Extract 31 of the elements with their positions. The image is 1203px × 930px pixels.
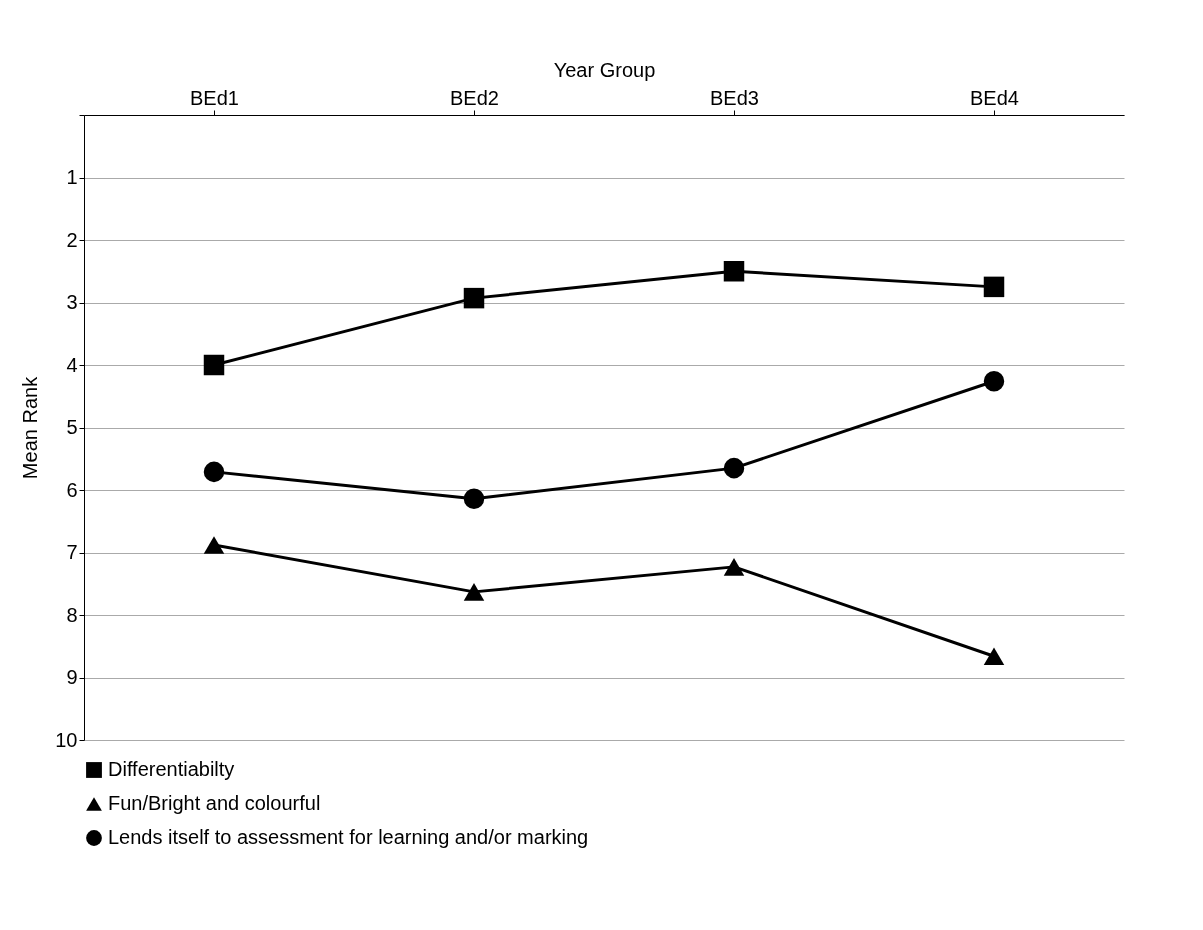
x-axis-title: Year Group	[553, 58, 656, 81]
point	[723, 457, 745, 479]
point	[983, 647, 1005, 666]
y-tick-label: 1	[66, 166, 78, 188]
x-tick-label: BEd3	[710, 86, 759, 109]
point	[723, 558, 745, 576]
point	[203, 536, 225, 554]
point	[983, 276, 1005, 298]
y-tick-label: 6	[66, 478, 78, 501]
legend-label: Differentiabilty	[108, 758, 235, 780]
y-tick-label: 5	[66, 416, 78, 438]
x-tick-label: BEd1	[190, 86, 239, 109]
point	[463, 488, 485, 509]
point	[203, 354, 225, 376]
legend-label: Lends itself to assessment for learning and/or marking	[108, 826, 589, 848]
y-tick-label: 9	[66, 666, 78, 688]
x-tick-label: BEd4	[970, 86, 1019, 109]
point	[203, 461, 225, 483]
point	[723, 261, 745, 282]
y-tick-label: 10	[55, 728, 78, 751]
y-tick-label: 8	[66, 603, 78, 626]
point	[463, 287, 485, 309]
legend-label: Fun/Bright and colourful	[108, 792, 321, 814]
y-tick-label: 7	[66, 541, 78, 563]
y-axis-title: Mean Rank	[19, 375, 42, 480]
y-tick-label: 3	[66, 291, 78, 313]
point	[983, 371, 1005, 392]
y-tick-label: 4	[66, 353, 78, 376]
y-tick-label: 2	[66, 228, 78, 251]
point	[463, 583, 485, 601]
x-tick-label: BEd2	[450, 86, 499, 109]
